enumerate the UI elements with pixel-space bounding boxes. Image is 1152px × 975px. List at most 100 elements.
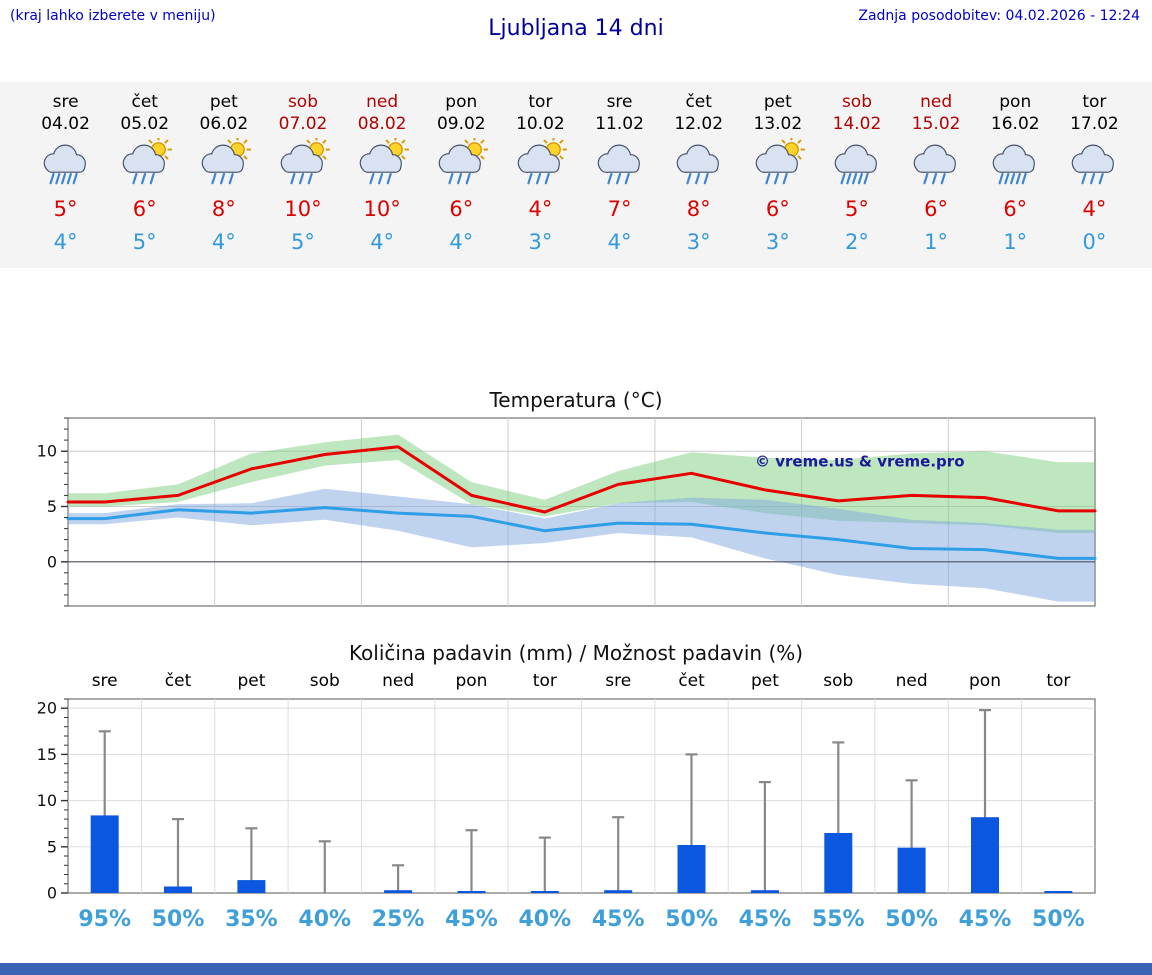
day-date-label: 09.02 [436, 114, 486, 134]
min-temp-range-band [68, 488, 1095, 602]
precip-y-tick-label: 0 [47, 884, 57, 903]
precipitation-chart: 0 5 10 15 20 [37, 698, 1096, 903]
max-temp-label: 4° [1082, 197, 1107, 221]
max-temp-label: 5° [53, 197, 78, 221]
weather-page: (kraj lahko izberete v meniju) Ljubljana… [0, 8, 1152, 975]
precip-probability-label: 45% [738, 907, 792, 932]
forecast-day: čet 05.02 6° 5° [105, 92, 184, 254]
day-date-label: 04.02 [41, 114, 90, 134]
day-name-label: ned [920, 92, 953, 112]
precip-day-label: čet [164, 671, 192, 691]
precip-bar [677, 845, 706, 893]
min-temp-label: 2° [845, 230, 869, 254]
day-date-label: 15.02 [911, 114, 961, 134]
precip-bar [384, 890, 413, 893]
day-name-label: sob [287, 92, 319, 112]
day-name-label: tor [1082, 92, 1107, 112]
sun-rain-icon [738, 136, 817, 194]
precip-day-labels: sre čet pet sob ned pon tor sre čet pet sob ned pon t… [0, 671, 1152, 691]
rain-icon [897, 138, 976, 194]
precipitation-chart-title: Količina padavin (mm) / Možnost padavin … [348, 641, 804, 665]
min-temp-label: 4° [607, 230, 632, 254]
precip-day-label: sre [605, 671, 632, 691]
precip-probability-label: 50% [151, 907, 205, 932]
heavy-rain-icon [26, 138, 105, 194]
precip-probability-label: 45% [591, 907, 645, 932]
day-date-label: 06.02 [199, 114, 249, 134]
precip-bar [750, 890, 779, 893]
precip-probability-label: 25% [371, 907, 425, 932]
heavy-rain-icon [976, 138, 1055, 194]
forecast-day: pet 06.02 8° 4° [184, 92, 263, 254]
min-temp-line [66, 506, 1097, 560]
max-temp-label: 4° [528, 197, 553, 221]
temperature-chart: 0 5 10 © vreme.us & vreme.pro [37, 417, 1097, 607]
precip-bar [457, 891, 486, 893]
max-temp-label: 6° [765, 197, 790, 221]
temp-y-tick-label: 5 [47, 497, 57, 516]
precip-bar [824, 833, 853, 893]
day-date-label: 17.02 [1070, 114, 1119, 134]
sun-rain-icon [422, 136, 501, 194]
forecast-day: tor 10.02 4° 3° [501, 92, 580, 254]
day-name-label: sre [52, 92, 79, 112]
day-date-label: 16.02 [990, 114, 1040, 134]
day-date-label: 11.02 [595, 114, 644, 134]
day-date-label: 10.02 [516, 114, 565, 134]
precip-y-tick-label: 20 [37, 699, 57, 718]
precip-bar [897, 847, 926, 893]
max-temp-label: 8° [686, 197, 711, 221]
max-temp-label: 5° [845, 197, 869, 221]
precip-probability-label: 45% [958, 907, 1012, 932]
forecast-day: sob 14.02 5° 2° [817, 92, 896, 254]
sun-rain-icon [105, 136, 184, 194]
temperature-chart-title: Temperatura (°C) [489, 388, 663, 412]
precip-probability-label: 35% [225, 907, 278, 932]
sun-rain-icon [501, 136, 580, 194]
max-temp-label: 7° [607, 197, 632, 221]
rain-icon [1055, 138, 1134, 194]
min-temp-label: 3° [528, 230, 553, 254]
max-temp-label: 6° [132, 197, 157, 221]
precip-probability-label: 50% [885, 907, 938, 932]
max-temp-label: 8° [211, 197, 236, 221]
precip-day-label: sre [91, 671, 118, 691]
max-temp-label: 6° [924, 197, 949, 221]
precip-probability-labels: 95% 50% 35% 40% 25% 45% 40% 45% 50% 45% 55% 50% 45% 5… [0, 907, 1152, 932]
page-title: Ljubljana 14 dni [488, 16, 664, 41]
day-name-label: čet [685, 92, 712, 112]
max-temp-label: 6° [1003, 197, 1028, 221]
precip-day-label: pet [237, 671, 266, 691]
min-temp-label: 4° [449, 230, 474, 254]
forecast-day: pon 16.02 6° 1° [976, 92, 1055, 254]
precip-y-tick-label: 15 [37, 745, 57, 764]
temp-y-tick-label: 0 [47, 552, 57, 571]
forecast-day: pon 09.02 6° 4° [422, 92, 501, 254]
min-temp-label: 4° [53, 230, 78, 254]
day-date-label: 14.02 [832, 114, 882, 134]
day-name-label: čet [131, 92, 158, 112]
sun-rain-icon [184, 136, 263, 194]
forecast-day: ned 15.02 6° 1° [897, 92, 976, 254]
min-temp-label: 0° [1082, 230, 1107, 254]
day-date-label: 05.02 [120, 114, 170, 134]
precip-bar [604, 890, 633, 893]
precip-probability-label: 45% [445, 907, 498, 932]
min-temp-label: 4° [211, 230, 236, 254]
location-menu-note: (kraj lahko izberete v meniju) [10, 8, 216, 24]
day-name-label: sre [606, 92, 633, 112]
forecast-day: ned 08.02 10° 4° [343, 92, 422, 254]
day-date-label: 13.02 [753, 114, 803, 134]
sun-rain-icon [263, 136, 342, 194]
precip-day-label: sob [823, 671, 854, 691]
precip-day-label: čet [678, 671, 705, 691]
max-temp-line [66, 445, 1097, 514]
day-name-label: tor [528, 92, 553, 112]
precip-y-tick-label: 10 [37, 791, 57, 810]
max-temp-label: 10° [363, 197, 401, 221]
rain-icon [580, 138, 659, 194]
min-temp-label: 1° [1003, 230, 1028, 254]
min-temp-label: 1° [924, 230, 949, 254]
day-date-label: 08.02 [357, 114, 407, 134]
precip-day-label: ned [382, 671, 415, 691]
